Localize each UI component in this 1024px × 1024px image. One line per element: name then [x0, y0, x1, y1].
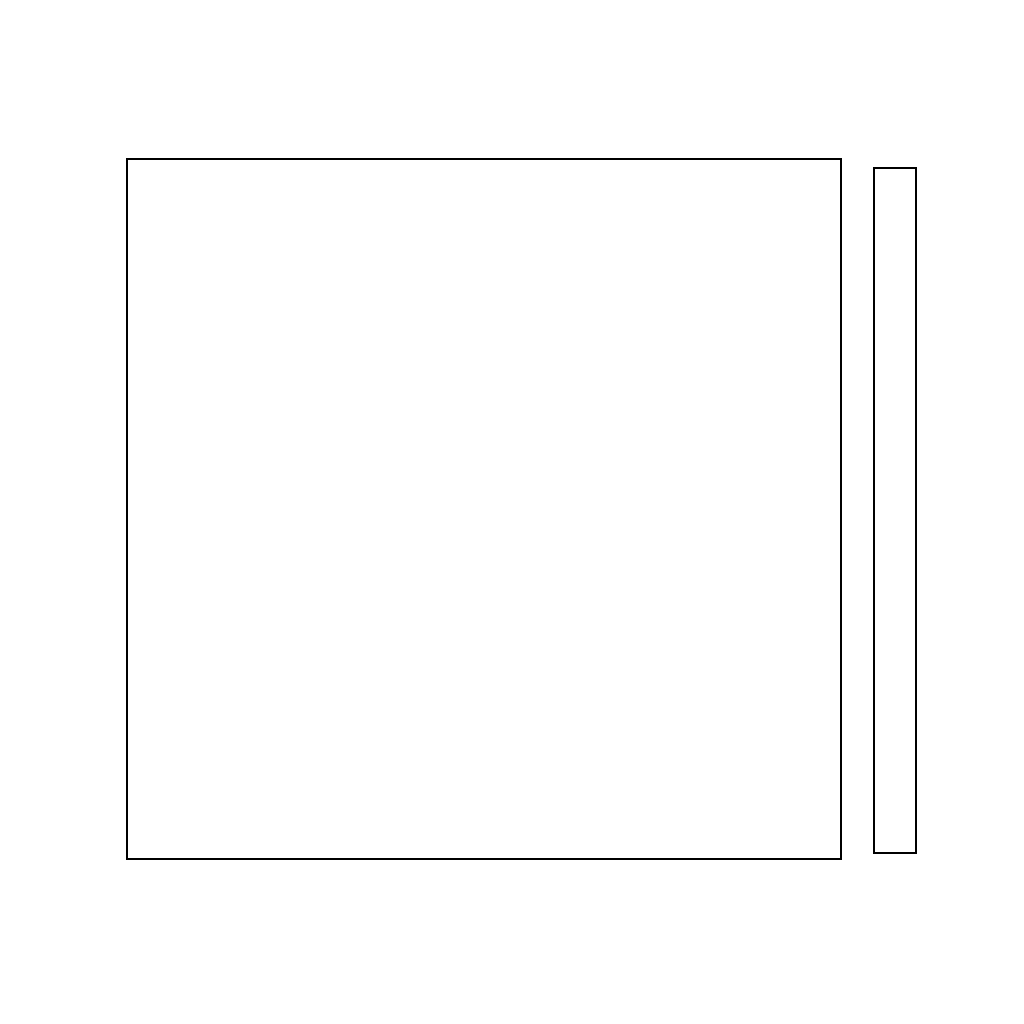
- map-plot-area: [128, 160, 840, 858]
- y-axis-label: [14, 456, 38, 576]
- map-canvas: [128, 160, 840, 858]
- colorbar: [875, 169, 915, 852]
